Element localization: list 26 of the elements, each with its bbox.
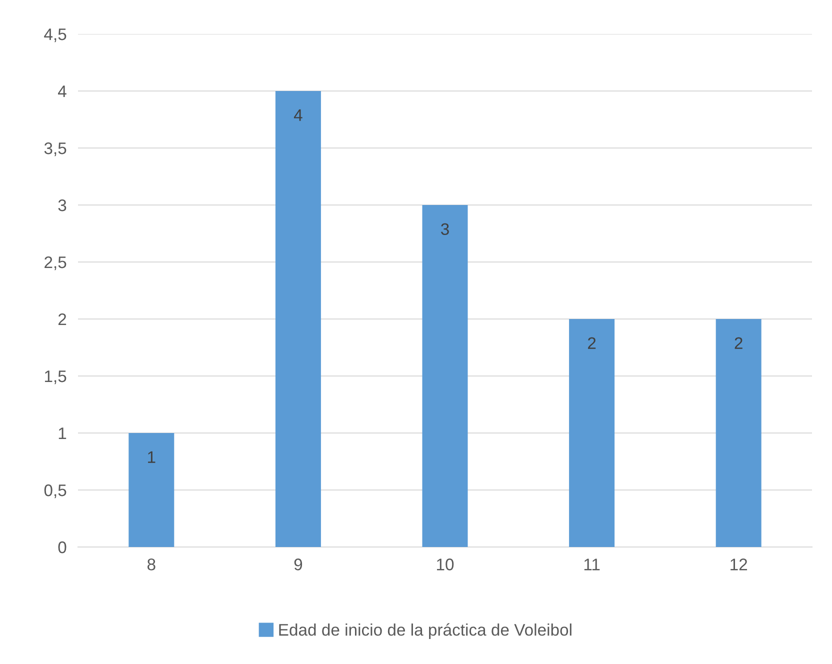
bar — [275, 91, 321, 547]
x-tick-label: 12 — [730, 558, 748, 570]
legend-label: Edad de inicio de la práctica de Voleibol — [279, 623, 572, 640]
x-tick-label: 9 — [294, 558, 302, 570]
bar — [569, 319, 615, 547]
bar — [716, 319, 762, 547]
y-tick-label: 1,5 — [44, 370, 66, 384]
data-label: 4 — [294, 109, 302, 121]
x-tick-label: 11 — [584, 558, 600, 570]
x-tick-label: 10 — [437, 558, 454, 570]
y-tick-label: 4 — [58, 86, 66, 98]
x-tick-label: 8 — [147, 558, 156, 570]
y-tick-label: 1 — [58, 428, 66, 440]
y-tick-label: 3,5 — [44, 142, 66, 156]
y-tick-label: 0,5 — [44, 484, 66, 498]
y-tick-label: 4,5 — [44, 28, 66, 42]
bar — [422, 205, 468, 547]
data-label: 2 — [734, 337, 742, 349]
y-tick-label: 2,5 — [44, 256, 66, 270]
data-label: 1 — [148, 451, 156, 463]
data-label: 3 — [441, 223, 449, 236]
y-tick-label: 2 — [58, 313, 66, 326]
bar — [128, 433, 174, 547]
y-tick-label: 0 — [58, 541, 66, 554]
data-label: 2 — [588, 337, 596, 349]
y-tick-label: 3 — [58, 199, 66, 212]
